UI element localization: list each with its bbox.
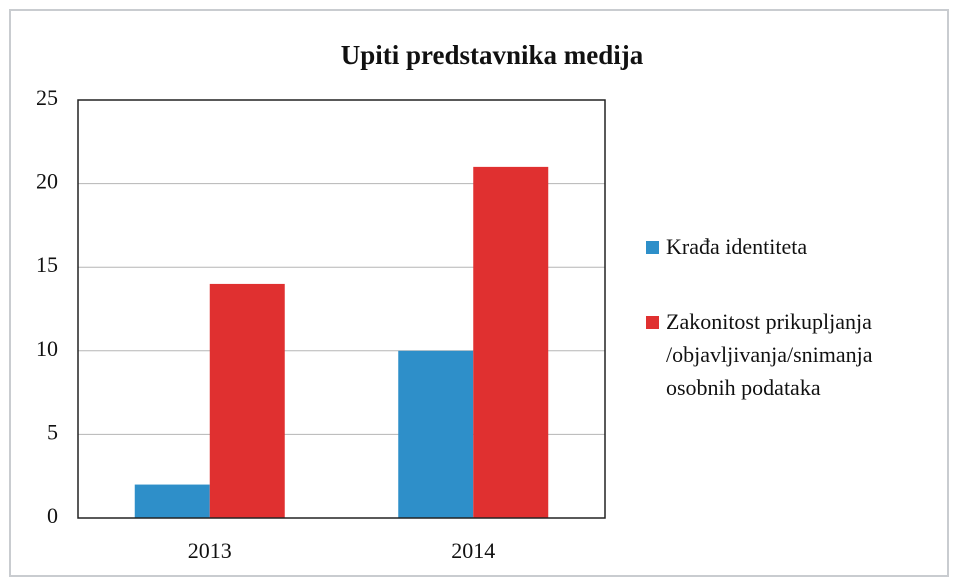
y-tick-label: 15: [36, 252, 58, 277]
x-tick-label: 2013: [188, 538, 232, 563]
plot-border: [77, 99, 606, 519]
legend-swatch: [646, 316, 659, 329]
y-tick-label: 5: [47, 419, 58, 444]
y-tick-label: 20: [36, 169, 58, 194]
legend-entry: Krađa identiteta: [646, 230, 946, 263]
bar: [209, 283, 285, 518]
y-tick-label: 25: [36, 85, 58, 110]
legend: Krađa identiteta Zakonitost prikupljanja …: [646, 230, 946, 446]
frame: [9, 9, 949, 577]
legend-label: Zakonitost prikupljanja /objavljivanja/s…: [666, 309, 873, 400]
legend-swatch: [646, 241, 659, 254]
legend-label: Krađa identiteta: [666, 234, 808, 259]
y-tick-label: 10: [36, 336, 58, 361]
legend-entry: Zakonitost prikupljanja /objavljivanja/s…: [646, 305, 946, 404]
chart-title: Upiti predstavnika medija: [341, 40, 644, 70]
bar: [398, 350, 474, 518]
x-tick-label: 2014: [451, 538, 495, 563]
bar: [473, 166, 549, 518]
y-tick-label: 0: [47, 503, 58, 528]
bar: [134, 484, 210, 518]
